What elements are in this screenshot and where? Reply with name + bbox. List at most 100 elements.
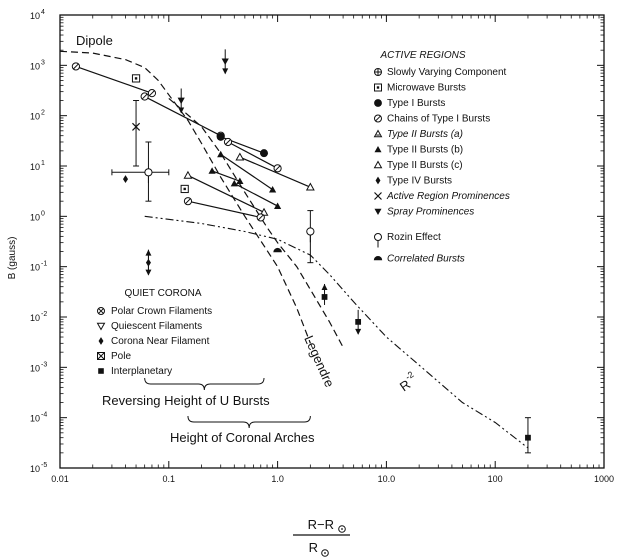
legend-active-regions: ACTIVE REGIONS Slowly Varying Component M… xyxy=(373,50,510,265)
data-segment xyxy=(234,182,278,207)
marker-square-filled xyxy=(321,294,328,300)
dipole-label: Dipole xyxy=(76,33,113,48)
marker-circle-slash xyxy=(183,197,193,206)
legend-quiet-item: Interplanetary xyxy=(111,366,172,377)
marker-circle-slash xyxy=(147,89,157,98)
y-tick-base: 10 xyxy=(30,61,40,71)
legend-active-item: Slowly Varying Component xyxy=(387,67,507,78)
y-tick-base: 10 xyxy=(30,112,40,122)
y-tick-label: 10 2 xyxy=(30,110,45,122)
marker-circle-slash xyxy=(223,137,233,147)
marker-circle-x xyxy=(97,307,105,315)
y-tick-exp: 3 xyxy=(41,59,45,66)
marker-triangle-filled xyxy=(274,202,282,209)
y-tick-label: 10 1 xyxy=(30,160,45,172)
y-tick-base: 10 xyxy=(30,363,40,373)
x-tick-label: 1000 xyxy=(594,474,614,484)
bracket xyxy=(144,377,265,391)
arrow-head-down xyxy=(222,68,229,75)
legend-quiet-corona: QUIET CORONA Polar Crown Filaments Quiesc… xyxy=(96,288,212,377)
marker-half-circle xyxy=(273,247,282,253)
data-segment xyxy=(239,156,311,188)
arrow-head-up xyxy=(145,249,152,256)
marker-triangle-filled xyxy=(208,167,216,174)
marker-square-filled xyxy=(525,434,531,441)
data-segment xyxy=(220,153,273,191)
r-minus-2-curve xyxy=(144,215,529,449)
marker-square-filled xyxy=(355,318,362,325)
legend-active-item: Chains of Type I Bursts xyxy=(387,114,490,125)
y-tick-label: 10 -3 xyxy=(30,361,47,373)
marker-triangle-down-open xyxy=(96,322,106,331)
data-marks xyxy=(71,49,531,454)
y-tick-exp: 4 xyxy=(41,9,45,16)
marker-lollipop xyxy=(306,227,315,243)
y-tick-exp: -5 xyxy=(41,462,47,469)
marker-triangle-open xyxy=(373,160,383,169)
y-tick-label: 10 -1 xyxy=(30,261,47,273)
x-tick-label: 1.0 xyxy=(271,474,284,484)
marker-square-dot xyxy=(374,83,382,92)
marker-triangle-filled xyxy=(230,179,238,187)
legend-active-title: ACTIVE REGIONS xyxy=(379,50,465,61)
y-tick-exp: -3 xyxy=(41,361,47,368)
arrow-head-down xyxy=(178,107,185,114)
arrow-head-up xyxy=(321,283,328,290)
legend-active-item: Active Region Prominences xyxy=(386,191,510,202)
marker-circle-slash xyxy=(273,164,282,173)
marker-circle-plus xyxy=(374,68,382,76)
legend-active-item: Type IV Bursts xyxy=(387,176,452,187)
y-tick-exp: 1 xyxy=(41,160,45,167)
marker-circle-slash xyxy=(71,62,80,71)
y-tick-exp: -2 xyxy=(41,311,47,318)
y-tick-label: 10 -4 xyxy=(30,412,47,424)
marker-triangle-filled xyxy=(374,146,382,153)
marker-cross xyxy=(374,192,382,200)
data-segment xyxy=(187,200,261,219)
legend-quiet-title: QUIET CORONA xyxy=(124,288,201,299)
legend-active-item: Type I Bursts xyxy=(387,98,445,109)
y-tick-label: 10 3 xyxy=(30,59,45,71)
x-axis-label: R−R R xyxy=(293,517,350,557)
y-tick-exp: -1 xyxy=(41,261,47,268)
x-tick-label: 100 xyxy=(488,474,503,484)
y-tick-base: 10 xyxy=(30,414,40,424)
y-tick-base: 10 xyxy=(30,313,40,323)
marker-half-circle xyxy=(373,256,383,261)
y-tick-base: 10 xyxy=(30,162,40,172)
marker-triangle-hatched xyxy=(373,129,383,138)
marker-circle-filled xyxy=(260,149,269,158)
marker-triangle-filled xyxy=(236,177,244,185)
bracket xyxy=(187,415,311,429)
x-tick-label: 10.0 xyxy=(378,474,396,484)
data-segment xyxy=(211,170,241,182)
y-tick-label: 10 -2 xyxy=(30,311,47,323)
marker-diamond-filled xyxy=(145,258,151,267)
marker-circle-filled xyxy=(374,99,382,107)
marker-triangle-filled xyxy=(269,185,277,193)
y-tick-label: 10 4 xyxy=(30,9,45,21)
marker-square-dot xyxy=(180,184,189,194)
data-segment xyxy=(75,65,153,94)
marker-triangle-down-filled xyxy=(177,97,185,105)
marker-triangle-down-filled xyxy=(374,208,382,215)
dipole-curve xyxy=(59,50,311,344)
legend-active-item: Microwave Bursts xyxy=(387,83,466,94)
marker-circle-slash xyxy=(256,213,265,222)
legend-active-item: Spray Prominences xyxy=(387,207,474,218)
reference-curves xyxy=(59,50,529,449)
marker-triangle-down-filled xyxy=(221,58,229,65)
y-tick-base: 10 xyxy=(30,212,40,222)
height-brackets xyxy=(144,377,311,429)
y-tick-base: 10 xyxy=(30,263,40,273)
y-tick-exp: -4 xyxy=(41,412,47,419)
marker-circle-slash xyxy=(140,92,149,101)
data-segment xyxy=(187,174,265,213)
y-axis-label: B (gauss) xyxy=(7,237,18,280)
y-tick-exp: 2 xyxy=(41,110,45,117)
marker-circle-filled xyxy=(216,132,225,141)
marker-square-x xyxy=(97,352,105,360)
legend-quiet-item: Pole xyxy=(111,351,131,362)
marker-diamond-filled xyxy=(122,175,129,184)
